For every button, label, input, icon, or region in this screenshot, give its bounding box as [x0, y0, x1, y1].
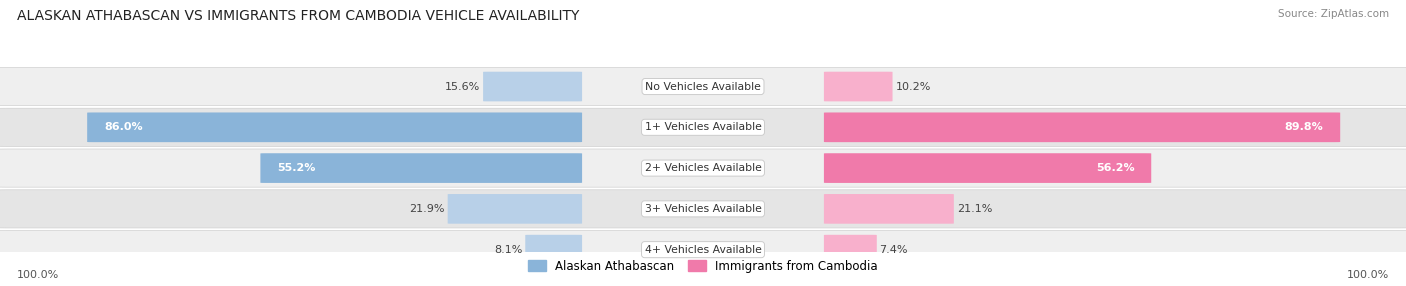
FancyBboxPatch shape: [824, 153, 1152, 183]
Text: 1+ Vehicles Available: 1+ Vehicles Available: [644, 122, 762, 132]
Text: No Vehicles Available: No Vehicles Available: [645, 82, 761, 92]
Text: ALASKAN ATHABASCAN VS IMMIGRANTS FROM CAMBODIA VEHICLE AVAILABILITY: ALASKAN ATHABASCAN VS IMMIGRANTS FROM CA…: [17, 9, 579, 23]
Text: 55.2%: 55.2%: [277, 163, 315, 173]
FancyBboxPatch shape: [484, 72, 582, 101]
FancyBboxPatch shape: [824, 72, 893, 101]
FancyBboxPatch shape: [824, 112, 1340, 142]
FancyBboxPatch shape: [0, 149, 1406, 187]
Text: 86.0%: 86.0%: [104, 122, 142, 132]
FancyBboxPatch shape: [0, 67, 1406, 106]
Text: 10.2%: 10.2%: [896, 82, 931, 92]
FancyBboxPatch shape: [824, 235, 877, 265]
Legend: Alaskan Athabascan, Immigrants from Cambodia: Alaskan Athabascan, Immigrants from Camb…: [523, 255, 883, 277]
Text: 4+ Vehicles Available: 4+ Vehicles Available: [644, 245, 762, 255]
Text: 21.1%: 21.1%: [956, 204, 993, 214]
FancyBboxPatch shape: [526, 235, 582, 265]
Text: 7.4%: 7.4%: [880, 245, 908, 255]
Text: Source: ZipAtlas.com: Source: ZipAtlas.com: [1278, 9, 1389, 19]
Text: 100.0%: 100.0%: [17, 270, 59, 280]
Text: 15.6%: 15.6%: [446, 82, 481, 92]
Text: 56.2%: 56.2%: [1095, 163, 1135, 173]
Text: 89.8%: 89.8%: [1285, 122, 1323, 132]
Text: 3+ Vehicles Available: 3+ Vehicles Available: [644, 204, 762, 214]
FancyBboxPatch shape: [824, 194, 953, 224]
Text: 100.0%: 100.0%: [1347, 270, 1389, 280]
FancyBboxPatch shape: [447, 194, 582, 224]
Text: 2+ Vehicles Available: 2+ Vehicles Available: [644, 163, 762, 173]
FancyBboxPatch shape: [260, 153, 582, 183]
Text: 21.9%: 21.9%: [409, 204, 444, 214]
FancyBboxPatch shape: [0, 231, 1406, 269]
FancyBboxPatch shape: [0, 108, 1406, 146]
FancyBboxPatch shape: [87, 112, 582, 142]
FancyBboxPatch shape: [0, 190, 1406, 228]
Text: 8.1%: 8.1%: [494, 245, 523, 255]
